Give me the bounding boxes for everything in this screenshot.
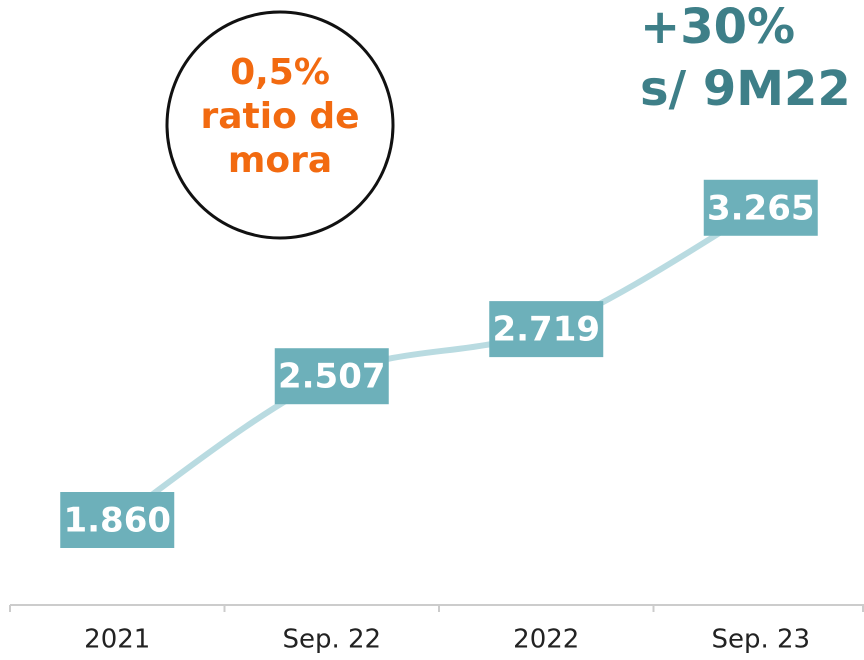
value-label: 2.719 xyxy=(492,310,600,350)
value-box xyxy=(703,179,818,236)
value-box xyxy=(274,348,389,405)
annotation: 0,5% xyxy=(230,52,330,93)
annotation-circle xyxy=(165,10,395,240)
x-tick-label: 2022 xyxy=(513,625,579,655)
x-tick-label: Sep. 22 xyxy=(282,625,381,655)
x-tick-label: Sep. 23 xyxy=(711,625,810,655)
annotation: mora xyxy=(228,140,332,181)
x-tick-label: 2021 xyxy=(84,625,150,655)
value-box xyxy=(60,492,175,548)
annotation: +30% xyxy=(640,0,795,55)
value-label: 1.860 xyxy=(63,501,171,541)
annotation: s/ 9M22 xyxy=(640,61,851,117)
value-label: 3.265 xyxy=(707,188,815,228)
line xyxy=(115,205,763,523)
value-box xyxy=(489,301,604,358)
annotation: ratio de xyxy=(200,96,359,137)
value-label: 2.507 xyxy=(278,357,386,397)
